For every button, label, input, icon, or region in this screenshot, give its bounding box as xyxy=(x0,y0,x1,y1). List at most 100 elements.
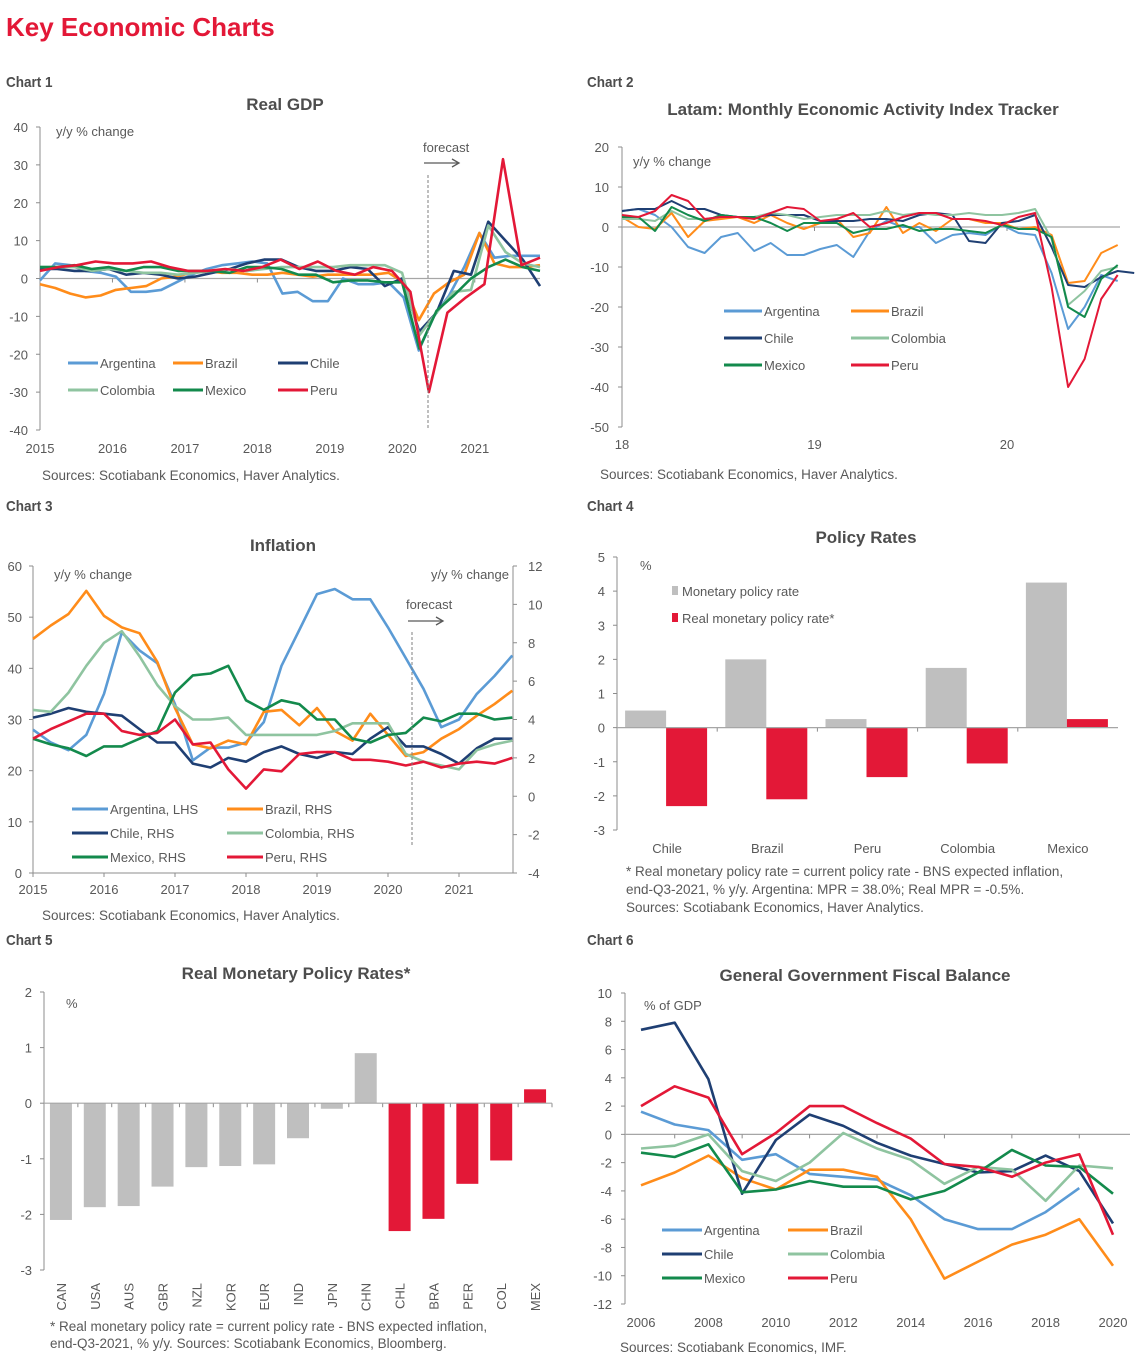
x-tick-label: 2018 xyxy=(232,882,261,897)
bar-monetary-policy-rate-colombia xyxy=(925,667,967,728)
legend-label: Argentina xyxy=(100,356,156,371)
x-tick-label: 18 xyxy=(615,437,629,452)
y-tick-label: -10 xyxy=(590,260,609,275)
series-line-colombia xyxy=(640,1131,1114,1203)
y-tick-label: -20 xyxy=(9,347,28,362)
x-category-label: MEX xyxy=(528,1283,543,1312)
y2-tick-label: 0 xyxy=(528,789,535,804)
chart-1-label: Chart 1 xyxy=(6,74,53,91)
legend-label: Brazil xyxy=(891,304,924,319)
y-tick-label: -8 xyxy=(600,1240,612,1255)
y-tick-label: -1 xyxy=(20,1152,32,1167)
page-title: Key Economic Charts xyxy=(6,12,275,42)
series-line-argentina xyxy=(640,1110,1081,1231)
x-category-label: Peru xyxy=(854,841,881,856)
chart-6-fiscal-balance: General Government Fiscal Balance1086420… xyxy=(593,966,1130,1355)
y-tick-label: 2 xyxy=(605,1099,612,1114)
y2-tick-label: -2 xyxy=(528,828,540,843)
series-line-brazil xyxy=(39,231,541,322)
y-tick-label: 20 xyxy=(595,140,609,155)
legend-label: Mexico xyxy=(205,383,246,398)
series-line-mexico xyxy=(40,258,541,350)
y-tick-label: -12 xyxy=(593,1297,612,1312)
y-axis-unit: % xyxy=(66,996,78,1011)
legend-label: Mexico, RHS xyxy=(110,850,186,865)
y-tick-label: 2 xyxy=(25,985,32,1000)
legend-label: Brazil xyxy=(830,1223,863,1238)
y-tick-label: 0 xyxy=(15,866,22,881)
chart-6-label: Chart 6 xyxy=(587,932,634,949)
y2-tick-label: 8 xyxy=(528,636,535,651)
legend-label: Colombia xyxy=(830,1247,886,1262)
bar-nzl xyxy=(185,1103,208,1168)
chart-title: Policy Rates xyxy=(815,528,916,547)
bar-chl xyxy=(388,1103,411,1232)
forecast-label: forecast xyxy=(423,140,470,155)
series-line-colombia xyxy=(40,224,541,337)
bar-chn xyxy=(354,1053,377,1104)
bar-monetary-policy-rate-peru xyxy=(825,719,867,728)
series-line-chile xyxy=(32,706,513,769)
y-tick-label: 6 xyxy=(605,1043,612,1058)
y-tick-label: -2 xyxy=(600,1156,612,1171)
legend-label: Colombia xyxy=(891,331,947,346)
x-tick-label: 2008 xyxy=(694,1315,723,1330)
series-line-peru xyxy=(39,157,541,394)
x-category-label: CHN xyxy=(359,1283,374,1311)
series-line-peru xyxy=(32,712,513,790)
x-category-label: Colombia xyxy=(940,841,996,856)
y-axis-unit: y/y % change xyxy=(633,154,711,169)
legend-label: Mexico xyxy=(704,1271,745,1286)
forecast-arrowhead-icon xyxy=(451,158,461,168)
x-tick-label: 2006 xyxy=(627,1315,656,1330)
x-category-label: CHL xyxy=(393,1283,408,1309)
y-tick-label: 0 xyxy=(598,721,605,736)
series-line-brazil xyxy=(32,589,514,758)
bar-real-policy-rate-chile xyxy=(666,727,708,807)
bar-can xyxy=(49,1103,72,1220)
chart-title: Real GDP xyxy=(246,95,323,114)
x-tick-label: 2012 xyxy=(829,1315,858,1330)
y-tick-label: 20 xyxy=(8,764,22,779)
x-tick-label: 2016 xyxy=(98,441,127,456)
y-axis-unit: y/y % change xyxy=(54,567,132,582)
x-category-label: Brazil xyxy=(751,841,784,856)
chart-footnote: * Real monetary policy rate = current po… xyxy=(626,864,1063,879)
y-tick-label: -40 xyxy=(9,423,28,438)
legend-label: Argentina, LHS xyxy=(110,802,198,817)
bar-usa xyxy=(83,1103,106,1208)
y-tick-label: 3 xyxy=(598,618,605,633)
bar-monetary-policy-rate-brazil xyxy=(725,659,767,728)
chart-source: Sources: Scotiabank Economics, IMF. xyxy=(620,1340,847,1355)
y-tick-label: -2 xyxy=(20,1207,32,1222)
y2-tick-label: 12 xyxy=(528,559,542,574)
y-tick-label: 0 xyxy=(602,220,609,235)
legend-label: Chile, RHS xyxy=(110,826,175,841)
y-tick-label: 4 xyxy=(598,584,605,599)
chart-2-activity-tracker: Latam: Monthly Economic Activity Index T… xyxy=(590,100,1135,482)
chart-source: Sources: Scotiabank Economics, Haver Ana… xyxy=(42,908,340,923)
x-tick-label: 2018 xyxy=(1031,1315,1060,1330)
y2-tick-label: 10 xyxy=(528,597,542,612)
chart-source: Sources: Scotiabank Economics, Haver Ana… xyxy=(42,468,340,483)
legend-label: Argentina xyxy=(704,1223,760,1238)
y-tick-label: -4 xyxy=(600,1184,612,1199)
bar-eur xyxy=(253,1103,276,1165)
chart-footnote: end-Q3-2021, % y/y. Sources: Scotiabank … xyxy=(50,1336,447,1351)
x-tick-label: 2016 xyxy=(964,1315,993,1330)
x-category-label: AUS xyxy=(122,1283,137,1310)
x-category-label: NZL xyxy=(189,1283,204,1308)
series-line-mexico xyxy=(622,206,1119,318)
x-tick-label: 2020 xyxy=(374,882,403,897)
series-line-peru xyxy=(621,194,1119,388)
y-tick-label: -40 xyxy=(590,380,609,395)
x-tick-label: 2017 xyxy=(170,441,199,456)
legend-label: Peru xyxy=(891,358,918,373)
x-category-label: JPN xyxy=(325,1283,340,1308)
y-tick-label: 10 xyxy=(8,815,22,830)
x-tick-label: 2020 xyxy=(388,441,417,456)
y-tick-label: 60 xyxy=(8,559,22,574)
bar-per xyxy=(456,1103,479,1184)
series-line-mexico xyxy=(640,1143,1114,1201)
chart-title: General Government Fiscal Balance xyxy=(719,966,1010,985)
